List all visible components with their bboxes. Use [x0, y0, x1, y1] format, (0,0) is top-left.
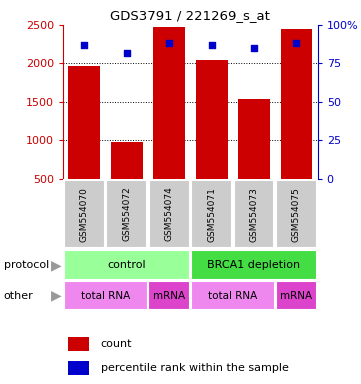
Bar [276, 281, 317, 310]
Bar [148, 281, 190, 310]
Text: total RNA: total RNA [81, 291, 130, 301]
Bar [69, 66, 100, 217]
Bar [64, 281, 148, 310]
Bar [64, 250, 190, 280]
Text: GSM554071: GSM554071 [207, 187, 216, 242]
Bar [64, 180, 105, 248]
Text: GSM554072: GSM554072 [122, 187, 131, 242]
Text: percentile rank within the sample: percentile rank within the sample [100, 363, 288, 373]
Point [82, 42, 87, 48]
Bar [68, 361, 89, 375]
Bar [106, 180, 147, 248]
Text: GSM554070: GSM554070 [80, 187, 89, 242]
Text: GSM554073: GSM554073 [249, 187, 258, 242]
Bar [280, 29, 312, 217]
Title: GDS3791 / 221269_s_at: GDS3791 / 221269_s_at [110, 9, 270, 22]
Point [166, 40, 172, 46]
Bar [234, 180, 274, 248]
Text: protocol: protocol [4, 260, 49, 270]
Text: mRNA: mRNA [280, 291, 313, 301]
Bar [68, 337, 89, 351]
Text: GSM554074: GSM554074 [165, 187, 174, 242]
Bar [276, 180, 317, 248]
Bar [153, 27, 185, 217]
Text: other: other [4, 291, 33, 301]
Bar [111, 142, 143, 217]
Bar [196, 60, 227, 217]
Point [124, 50, 130, 56]
Bar [191, 281, 275, 310]
Text: BRCA1 depletion: BRCA1 depletion [208, 260, 301, 270]
Text: count: count [100, 339, 132, 349]
Bar [149, 180, 190, 248]
Bar [191, 250, 317, 280]
Text: ▶: ▶ [51, 289, 61, 303]
Point [251, 45, 257, 51]
Text: ▶: ▶ [51, 258, 61, 272]
Point [293, 40, 299, 46]
Text: mRNA: mRNA [153, 291, 185, 301]
Point [209, 42, 214, 48]
Bar [191, 180, 232, 248]
Bar [238, 99, 270, 217]
Text: total RNA: total RNA [208, 291, 257, 301]
Text: GSM554075: GSM554075 [292, 187, 301, 242]
Text: control: control [108, 260, 146, 270]
